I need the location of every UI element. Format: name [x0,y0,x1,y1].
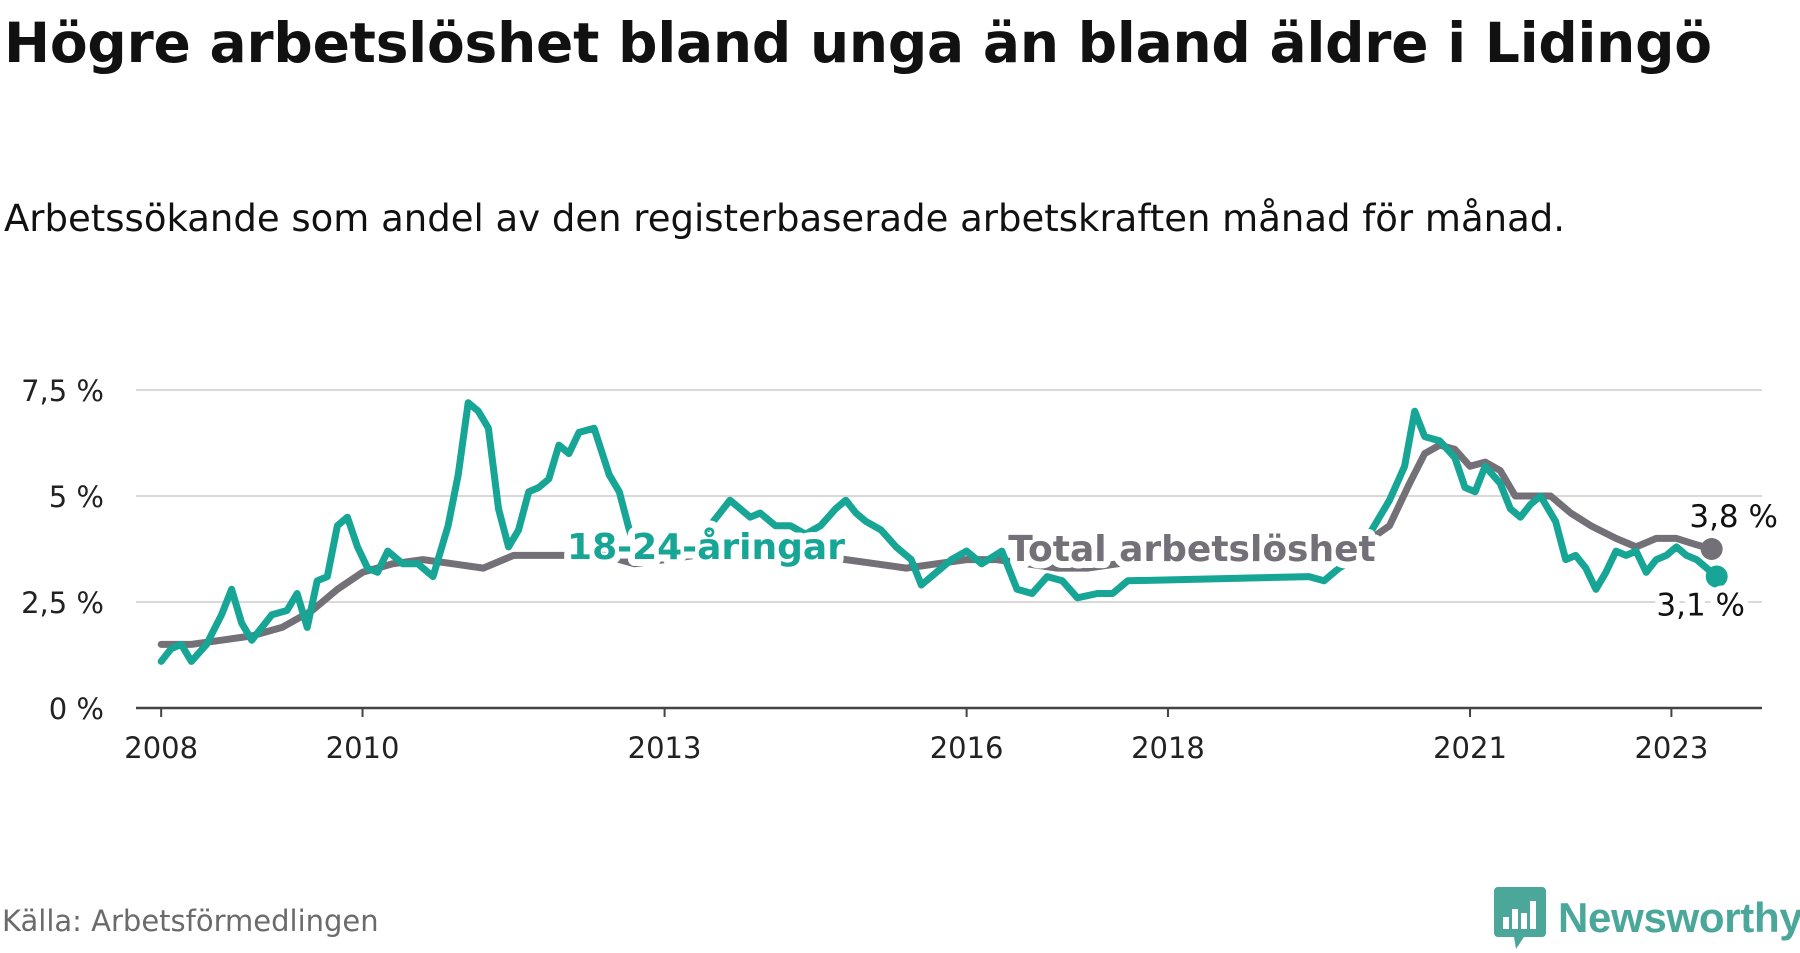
x-tick-label: 2018 [1131,731,1205,765]
gridlines [136,389,1762,603]
series-lines [157,399,1728,665]
x-tick-label: 2023 [1634,731,1708,765]
x-tick-label: 2013 [628,731,702,765]
youth-series-line [157,399,1721,665]
x-tick-label: 2016 [930,731,1004,765]
total-end-value-label: 3,8 % [1689,499,1778,535]
x-tick-label: 2021 [1433,731,1507,765]
chart-subtitle: Arbetssökande som andel av den registerb… [4,197,1565,240]
y-tick-label: 0 % [49,692,104,726]
source-note: Källa: Arbetsförmedlingen [2,904,379,938]
youth-series-end-dot [1705,565,1728,588]
x-tick-label: 2008 [124,731,198,765]
y-tick-label: 5 % [49,480,104,514]
brand-name: Newsworthy [1558,894,1800,941]
total-series-line [157,441,1716,648]
total-series-end-dot [1700,538,1723,560]
x-tick-label: 2010 [326,731,400,765]
bar-chart-bubble-icon [1494,887,1546,949]
x-axis: 2008 2010 2013 2016 2018 2021 2023 [124,706,1762,765]
y-tick-label: 7,5 % [21,374,104,408]
chart-title: Högre arbetslöshet bland unga än bland ä… [4,11,1712,75]
total-series-label: Total arbetslöshet [1008,529,1376,570]
y-tick-labels: 0 % 2,5 % 5 % 7,5 % [21,374,104,726]
y-tick-label: 2,5 % [21,586,104,620]
youth-series-label: 18-24-åringar [567,527,845,568]
youth-end-value-label: 3,1 % [1656,588,1745,624]
series-labels: 18-24-åringar Total arbetslöshet 3,8 % 3,1 … [560,492,1785,631]
brand-logo: Newsworthy [1494,883,1800,953]
